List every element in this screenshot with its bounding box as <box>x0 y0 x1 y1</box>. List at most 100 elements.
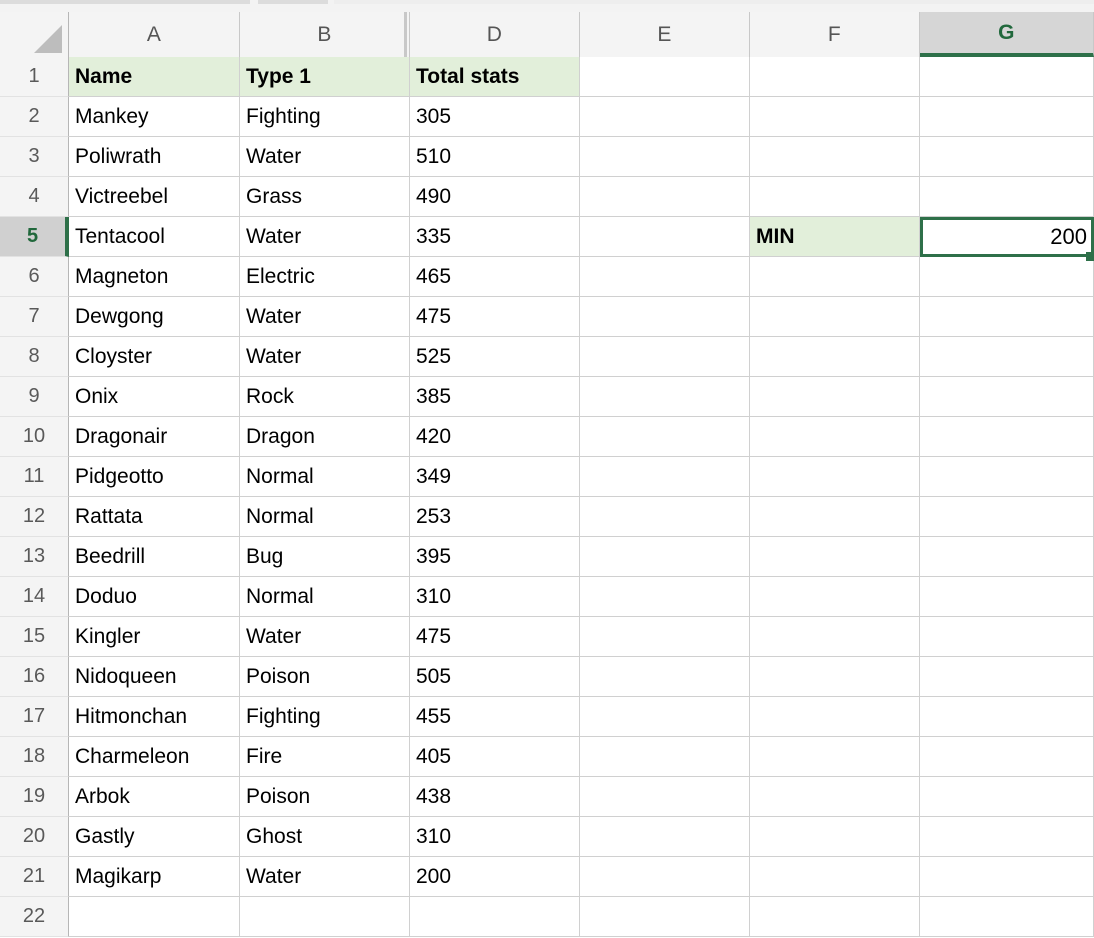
cell-F6[interactable] <box>750 257 920 297</box>
row-header-4[interactable]: 4 <box>0 177 69 217</box>
cell-B18-type1[interactable]: Fire <box>240 737 410 777</box>
cell-G9[interactable] <box>920 377 1094 417</box>
row-header-5[interactable]: 5 <box>0 217 69 257</box>
row-header-6[interactable]: 6 <box>0 257 69 297</box>
cell-E20[interactable] <box>580 817 750 857</box>
cell-B6-type1[interactable]: Electric <box>240 257 410 297</box>
cell-E13[interactable] <box>580 537 750 577</box>
cell-E6[interactable] <box>580 257 750 297</box>
cell-F14[interactable] <box>750 577 920 617</box>
cell-F3[interactable] <box>750 137 920 177</box>
row-header-13[interactable]: 13 <box>0 537 69 577</box>
column-header-a[interactable]: A <box>69 12 240 57</box>
cell-F17[interactable] <box>750 697 920 737</box>
cell-A21-name[interactable]: Magikarp <box>69 857 240 897</box>
cell-B16-type1[interactable]: Poison <box>240 657 410 697</box>
row-header-18[interactable]: 18 <box>0 737 69 777</box>
row-header-1[interactable]: 1 <box>0 57 69 97</box>
cell-F11[interactable] <box>750 457 920 497</box>
cell-A16-name[interactable]: Nidoqueen <box>69 657 240 697</box>
cell-F7[interactable] <box>750 297 920 337</box>
cell-F4[interactable] <box>750 177 920 217</box>
cell-E17[interactable] <box>580 697 750 737</box>
row-header-11[interactable]: 11 <box>0 457 69 497</box>
cell-B5-type1[interactable]: Water <box>240 217 410 257</box>
cell-G17[interactable] <box>920 697 1094 737</box>
cell-A11-name[interactable]: Pidgeotto <box>69 457 240 497</box>
row-header-20[interactable]: 20 <box>0 817 69 857</box>
cell-G20[interactable] <box>920 817 1094 857</box>
cell-G14[interactable] <box>920 577 1094 617</box>
cell-F1[interactable] <box>750 57 920 97</box>
row-header-3[interactable]: 3 <box>0 137 69 177</box>
cell-G10[interactable] <box>920 417 1094 457</box>
cell-E2[interactable] <box>580 97 750 137</box>
cell-G15[interactable] <box>920 617 1094 657</box>
cell-F10[interactable] <box>750 417 920 457</box>
cell-G13[interactable] <box>920 537 1094 577</box>
cell-D7-total[interactable]: 475 <box>410 297 580 337</box>
cell-D15-total[interactable]: 475 <box>410 617 580 657</box>
column-header-e[interactable]: E <box>580 12 750 57</box>
cell-A7-name[interactable]: Dewgong <box>69 297 240 337</box>
cell-B10-type1[interactable]: Dragon <box>240 417 410 457</box>
cell-F9[interactable] <box>750 377 920 417</box>
cell-B2-type1[interactable]: Fighting <box>240 97 410 137</box>
cell-A14-name[interactable]: Doduo <box>69 577 240 617</box>
cell-D13-total[interactable]: 395 <box>410 537 580 577</box>
cell-B4-type1[interactable]: Grass <box>240 177 410 217</box>
cell-A13-name[interactable]: Beedrill <box>69 537 240 577</box>
cell-B7-type1[interactable]: Water <box>240 297 410 337</box>
cell-B3-type1[interactable]: Water <box>240 137 410 177</box>
cell-G7[interactable] <box>920 297 1094 337</box>
cell-B9-type1[interactable]: Rock <box>240 377 410 417</box>
column-header-b[interactable]: B <box>240 12 410 57</box>
cell-D18-total[interactable]: 405 <box>410 737 580 777</box>
row-header-21[interactable]: 21 <box>0 857 69 897</box>
cell-F21[interactable] <box>750 857 920 897</box>
cell-G19[interactable] <box>920 777 1094 817</box>
cell-B14-type1[interactable]: Normal <box>240 577 410 617</box>
cell-G22[interactable] <box>920 897 1094 937</box>
cell-G4[interactable] <box>920 177 1094 217</box>
cell-E8[interactable] <box>580 337 750 377</box>
cell-D4-total[interactable]: 490 <box>410 177 580 217</box>
cell-E9[interactable] <box>580 377 750 417</box>
row-header-10[interactable]: 10 <box>0 417 69 457</box>
cell-B22[interactable] <box>240 897 410 937</box>
cell-D16-total[interactable]: 505 <box>410 657 580 697</box>
cell-E22[interactable] <box>580 897 750 937</box>
cell-E14[interactable] <box>580 577 750 617</box>
cell-A1-header-name[interactable]: Name <box>69 57 240 97</box>
cell-A5-name[interactable]: Tentacool <box>69 217 240 257</box>
cell-D14-total[interactable]: 310 <box>410 577 580 617</box>
cell-E21[interactable] <box>580 857 750 897</box>
cell-G1[interactable] <box>920 57 1094 97</box>
cell-D19-total[interactable]: 438 <box>410 777 580 817</box>
cell-B11-type1[interactable]: Normal <box>240 457 410 497</box>
cell-F15[interactable] <box>750 617 920 657</box>
cell-G12[interactable] <box>920 497 1094 537</box>
cell-D17-total[interactable]: 455 <box>410 697 580 737</box>
cell-B21-type1[interactable]: Water <box>240 857 410 897</box>
cell-B1-header-type1[interactable]: Type 1 <box>240 57 410 97</box>
cell-D10-total[interactable]: 420 <box>410 417 580 457</box>
cell-A15-name[interactable]: Kingler <box>69 617 240 657</box>
row-header-22[interactable]: 22 <box>0 897 69 937</box>
cell-D2-total[interactable]: 305 <box>410 97 580 137</box>
cell-A22[interactable] <box>69 897 240 937</box>
cell-B17-type1[interactable]: Fighting <box>240 697 410 737</box>
cell-B13-type1[interactable]: Bug <box>240 537 410 577</box>
cell-E16[interactable] <box>580 657 750 697</box>
hidden-column-indicator-c[interactable] <box>404 12 407 57</box>
cell-D21-total[interactable]: 200 <box>410 857 580 897</box>
row-header-15[interactable]: 15 <box>0 617 69 657</box>
row-header-17[interactable]: 17 <box>0 697 69 737</box>
cell-A20-name[interactable]: Gastly <box>69 817 240 857</box>
row-header-2[interactable]: 2 <box>0 97 69 137</box>
cell-F18[interactable] <box>750 737 920 777</box>
cell-D9-total[interactable]: 385 <box>410 377 580 417</box>
cell-A3-name[interactable]: Poliwrath <box>69 137 240 177</box>
cell-A4-name[interactable]: Victreebel <box>69 177 240 217</box>
cell-A10-name[interactable]: Dragonair <box>69 417 240 457</box>
